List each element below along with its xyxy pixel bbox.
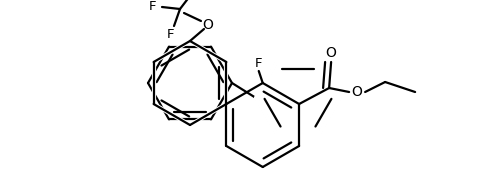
Text: F: F <box>255 57 262 70</box>
Text: O: O <box>326 46 336 60</box>
Text: O: O <box>202 18 213 32</box>
Text: O: O <box>352 85 362 99</box>
Text: F: F <box>166 27 174 40</box>
Text: F: F <box>148 1 156 14</box>
